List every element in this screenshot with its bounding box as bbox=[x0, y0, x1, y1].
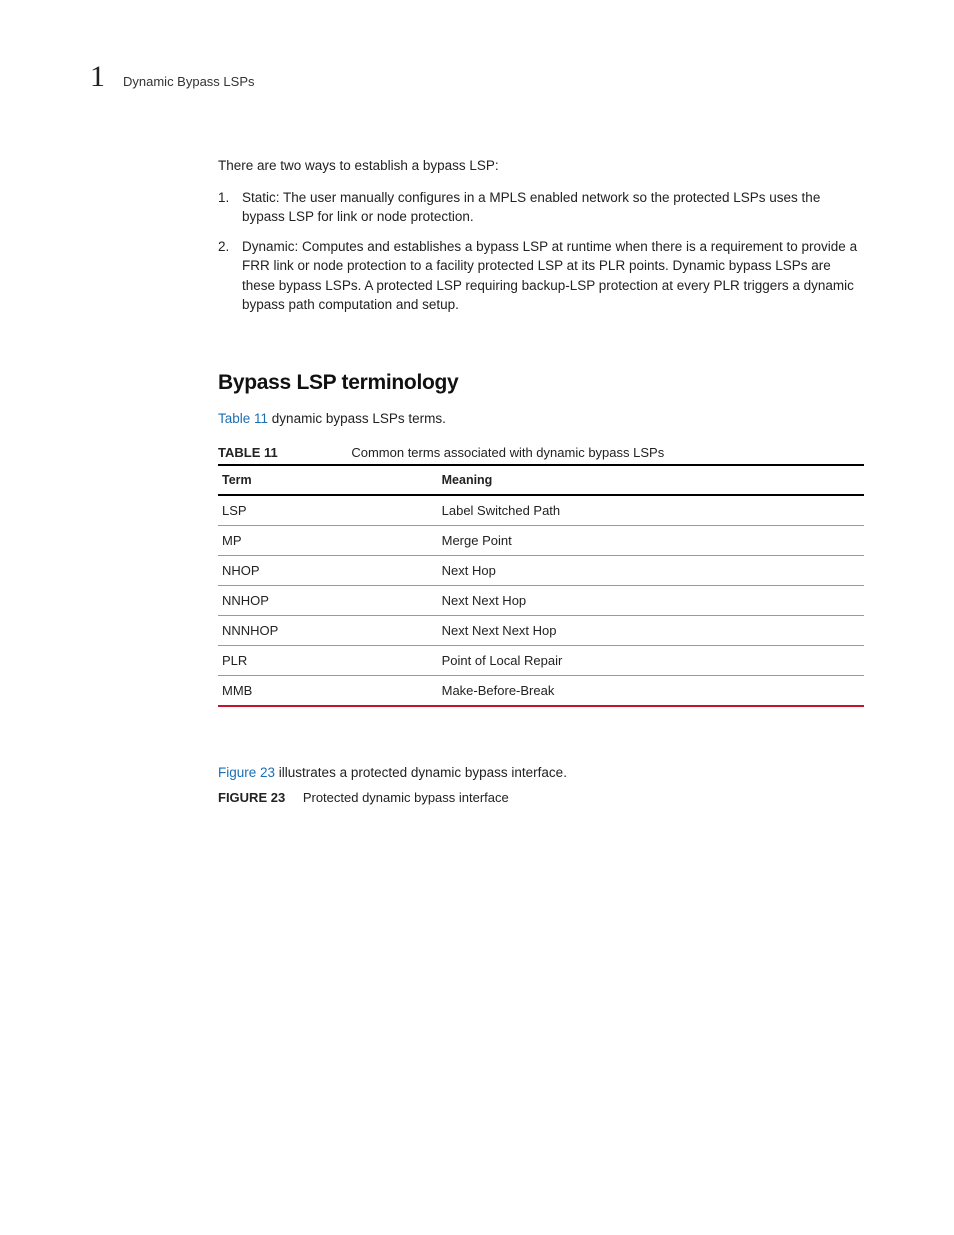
cell-term: MMB bbox=[218, 675, 438, 706]
table-row: NNHOP Next Next Hop bbox=[218, 585, 864, 615]
cell-term: LSP bbox=[218, 495, 438, 526]
table-ref-tail: dynamic bypass LSPs terms. bbox=[268, 411, 446, 426]
table-header-row: Term Meaning bbox=[218, 465, 864, 495]
intro-paragraph: There are two ways to establish a bypass… bbox=[218, 156, 864, 176]
cell-term: NNHOP bbox=[218, 585, 438, 615]
figure-reference: Figure 23 illustrates a protected dynami… bbox=[218, 765, 864, 780]
cell-meaning: Merge Point bbox=[438, 525, 864, 555]
list-item-number: 2. bbox=[218, 237, 229, 257]
figure-ref-link[interactable]: Figure 23 bbox=[218, 765, 275, 780]
cell-term: MP bbox=[218, 525, 438, 555]
header-title: Dynamic Bypass LSPs bbox=[123, 74, 255, 89]
table-row: LSP Label Switched Path bbox=[218, 495, 864, 526]
list-item-number: 1. bbox=[218, 188, 229, 208]
content-area: There are two ways to establish a bypass… bbox=[218, 156, 864, 805]
cell-meaning: Next Next Hop bbox=[438, 585, 864, 615]
table-reference: Table 11 dynamic bypass LSPs terms. bbox=[218, 409, 864, 429]
list-item-text: Dynamic: Computes and establishes a bypa… bbox=[242, 239, 857, 313]
figure-ref-tail: illustrates a protected dynamic bypass i… bbox=[275, 765, 567, 780]
table-row: PLR Point of Local Repair bbox=[218, 645, 864, 675]
figure-caption: FIGURE 23 Protected dynamic bypass inter… bbox=[218, 790, 864, 805]
list-item: 2. Dynamic: Computes and establishes a b… bbox=[218, 237, 864, 315]
cell-term: PLR bbox=[218, 645, 438, 675]
cell-meaning: Next Next Next Hop bbox=[438, 615, 864, 645]
page-header: 1 Dynamic Bypass LSPs bbox=[90, 60, 874, 94]
bypass-methods-list: 1. Static: The user manually configures … bbox=[218, 188, 864, 315]
section-heading: Bypass LSP terminology bbox=[218, 371, 864, 395]
column-header-meaning: Meaning bbox=[438, 465, 864, 495]
column-header-term: Term bbox=[218, 465, 438, 495]
page: 1 Dynamic Bypass LSPs There are two ways… bbox=[0, 0, 954, 1235]
cell-meaning: Next Hop bbox=[438, 555, 864, 585]
table-row: NNNHOP Next Next Next Hop bbox=[218, 615, 864, 645]
table-row: MP Merge Point bbox=[218, 525, 864, 555]
chapter-number: 1 bbox=[90, 60, 105, 94]
cell-meaning: Make-Before-Break bbox=[438, 675, 864, 706]
table-label: TABLE 11 bbox=[218, 445, 278, 460]
figure-caption-text: Protected dynamic bypass interface bbox=[303, 790, 509, 805]
list-item: 1. Static: The user manually configures … bbox=[218, 188, 864, 227]
cell-meaning: Point of Local Repair bbox=[438, 645, 864, 675]
table-row: NHOP Next Hop bbox=[218, 555, 864, 585]
cell-term: NHOP bbox=[218, 555, 438, 585]
table-ref-link[interactable]: Table 11 bbox=[218, 411, 268, 426]
cell-meaning: Label Switched Path bbox=[438, 495, 864, 526]
list-item-text: Static: The user manually configures in … bbox=[242, 190, 820, 225]
table-caption: TABLE 11 Common terms associated with dy… bbox=[218, 445, 864, 460]
table-caption-text: Common terms associated with dynamic byp… bbox=[351, 445, 664, 460]
figure-label: FIGURE 23 bbox=[218, 790, 285, 805]
cell-term: NNNHOP bbox=[218, 615, 438, 645]
terminology-table: Term Meaning LSP Label Switched Path MP … bbox=[218, 464, 864, 707]
table-row: MMB Make-Before-Break bbox=[218, 675, 864, 706]
